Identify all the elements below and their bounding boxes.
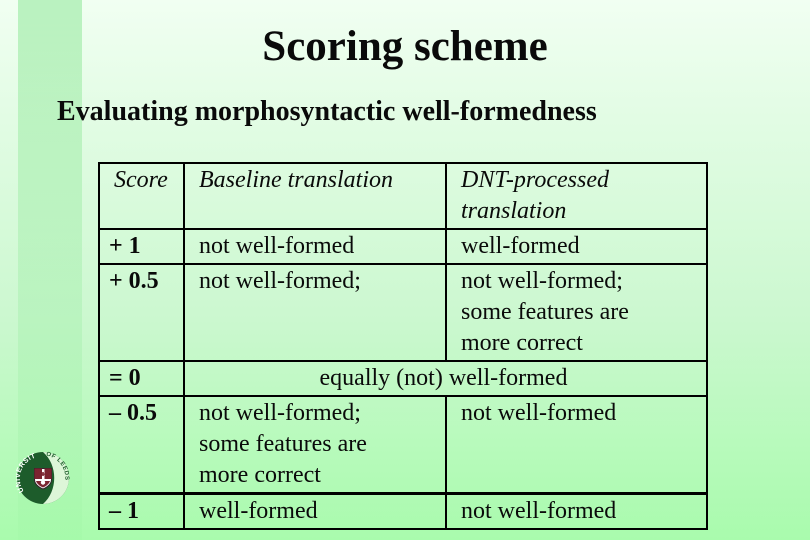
logo-shield [34,468,52,490]
table-row-plus1: + 1 not well-formed well-formed [98,228,708,265]
score-cell: + 0.5 [98,263,185,362]
slide-title: Scoring scheme [262,23,548,70]
baseline-cell: not well-formed; [183,263,447,362]
dnt-cell: not well-formed; some features are more … [445,263,708,362]
header-dnt-processed-translation: DNT-processed translation [445,162,708,230]
score-cell: – 0.5 [98,395,185,495]
dnt-cell: not well-formed [445,395,708,495]
university-seal-logo: UNIVERSITY OF LEEDS [16,451,69,504]
table-header-row: Score Baseline translation DNT-processed… [98,162,708,230]
dnt-cell: well-formed [445,228,708,265]
score-cell: + 1 [98,228,185,265]
header-score: Score [98,162,185,230]
left-stripe-decoration [18,0,82,540]
baseline-cell: well-formed [183,492,447,530]
header-baseline-translation: Baseline translation [183,162,447,230]
scoring-table: Score Baseline translation DNT-processed… [98,162,708,530]
score-cell: = 0 [98,360,185,397]
slide-subtitle: Evaluating morphosyntactic well-formedne… [57,96,597,127]
baseline-cell: not well-formed; some features are more … [183,395,447,495]
merged-equal-cell: equally (not) well-formed [183,360,708,397]
dnt-cell: not well-formed [445,492,708,530]
table-row-zero: = 0 equally (not) well-formed [98,360,708,397]
baseline-cell: not well-formed [183,228,447,265]
table-row-plus05: + 0.5 not well-formed; not well-formed; … [98,263,708,362]
table-row-minus1: – 1 well-formed not well-formed [98,492,708,530]
table-row-minus05: – 0.5 not well-formed; some features are… [98,395,708,495]
logo-crescent [43,452,69,504]
score-cell: – 1 [98,492,185,530]
